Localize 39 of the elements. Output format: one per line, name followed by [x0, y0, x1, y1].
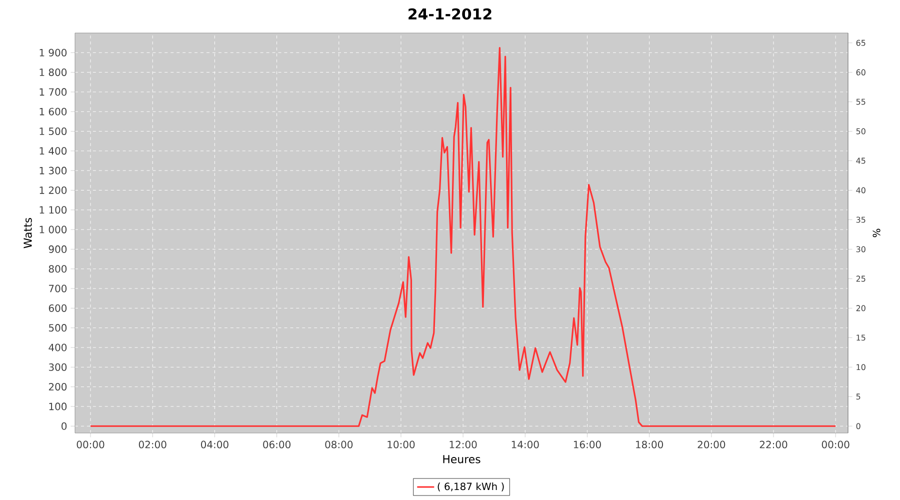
y-tick-label: 1 900	[40, 48, 67, 56]
y-tick-label: 1 100	[40, 206, 67, 214]
y-tick-label: 800	[48, 265, 67, 273]
y-tick-label: 400	[48, 344, 67, 352]
x-tick-label: 04:00	[201, 440, 228, 448]
y-tick-label: 300	[48, 363, 67, 371]
y-tick-label: 1 500	[40, 127, 67, 136]
y-axis-title: Watts	[24, 218, 32, 248]
y-tick-label: 1 200	[40, 186, 67, 194]
y-tick-label: 1 300	[40, 166, 67, 174]
y-tick-label: 600	[48, 304, 67, 312]
x-tick-label: 02:00	[138, 440, 166, 448]
x-axis-title: Heures	[443, 455, 480, 464]
y-tick-label: 700	[49, 284, 67, 292]
chart-title: 24-1-2012	[408, 8, 492, 20]
x-tick-label: 22:00	[760, 440, 788, 448]
x-tick-label: 06:00	[263, 440, 290, 448]
x-tick-label: 14:00	[512, 440, 539, 448]
y-tick-label: 1 600	[40, 108, 67, 116]
x-tick-label: 18:00	[636, 440, 664, 448]
x-tick-label: 12:00	[450, 440, 477, 448]
x-tick-label: 16:00	[574, 440, 601, 448]
y-tick-label: 1 700	[40, 88, 67, 96]
x-tick-label: 00:00	[822, 440, 850, 448]
y-tick-label: 1 000	[40, 226, 67, 234]
x-tick-label: 08:00	[325, 440, 353, 448]
y-tick-label: 900	[48, 245, 67, 253]
legend-label: ( 6,187 kWh )	[438, 482, 504, 492]
y-tick-label: 100	[49, 402, 67, 410]
y-tick-label: 500	[48, 324, 67, 332]
y-tick-label: 200	[48, 383, 67, 391]
y-tick-label: 0	[62, 422, 67, 430]
y-tick-label: 1 800	[40, 68, 67, 76]
y2-axis-title: %	[872, 228, 880, 238]
y-tick-label: 1 400	[40, 147, 67, 155]
x-tick-label: 10:00	[388, 440, 415, 448]
x-tick-label: 00:00	[76, 440, 104, 448]
line-series	[90, 46, 836, 427]
x-tick-label: 20:00	[698, 440, 726, 448]
